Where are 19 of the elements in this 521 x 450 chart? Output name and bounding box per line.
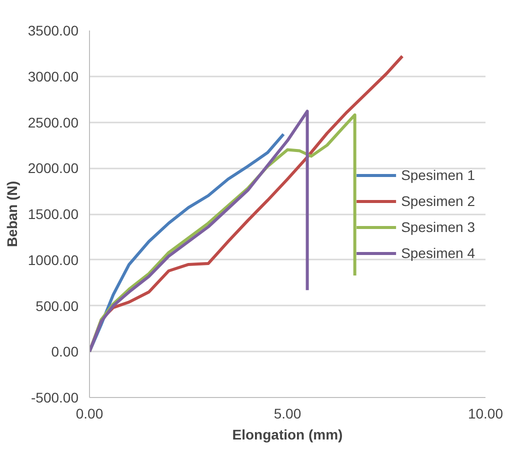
x-tick-label: 0.00 [76,406,104,422]
y-tick-label: 1000.00 [28,252,79,268]
y-tick-label: 3000.00 [28,68,79,84]
y-tick-label: 500.00 [36,298,79,314]
y-tick-label: 2000.00 [28,160,79,176]
y-tick-label: 0.00 [51,344,79,360]
y-tick-label: 2500.00 [28,114,79,130]
legend-label: Spesimen 2 [401,192,475,208]
y-tick-label: 3500.00 [28,22,79,38]
legend-label: Spesimen 3 [401,218,475,234]
x-tick-label: 5.00 [274,406,302,422]
x-tick-label: 10.00 [468,406,504,422]
y-tick-label: 1500.00 [28,206,79,222]
legend-label: Spesimen 1 [401,166,475,182]
y-tick-label: -500.00 [31,390,79,406]
x-axis-title: Elongation (mm) [232,426,343,442]
line-series [90,110,309,354]
y-axis-title: Beban (N) [4,180,20,248]
legend-label: Spesimen 4 [401,244,475,260]
